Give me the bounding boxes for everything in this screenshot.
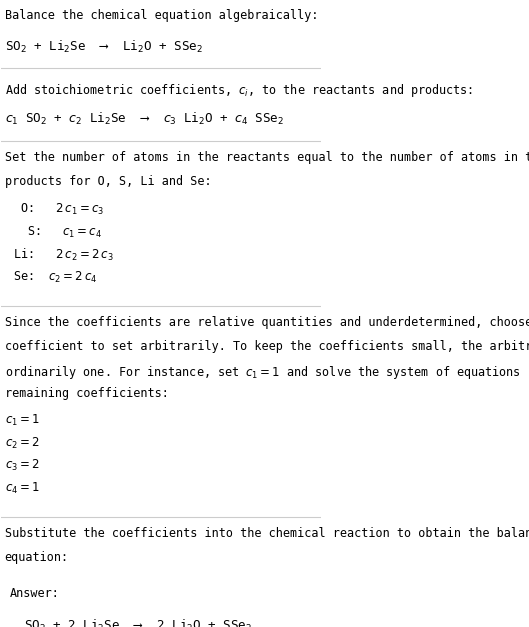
Text: SO$_2$ + 2 Li$_2$Se  ⟶  2 Li$_2$O + SSe$_2$: SO$_2$ + 2 Li$_2$Se ⟶ 2 Li$_2$O + SSe$_2…: [24, 618, 252, 627]
FancyBboxPatch shape: [2, 572, 168, 627]
Text: $c_2 = 2$: $c_2 = 2$: [5, 436, 40, 451]
Text: $c_1$ SO$_2$ + $c_2$ Li$_2$Se  ⟶  $c_3$ Li$_2$O + $c_4$ SSe$_2$: $c_1$ SO$_2$ + $c_2$ Li$_2$Se ⟶ $c_3$ Li…: [5, 111, 284, 127]
Text: $c_4 = 1$: $c_4 = 1$: [5, 481, 40, 496]
Text: Set the number of atoms in the reactants equal to the number of atoms in the: Set the number of atoms in the reactants…: [5, 151, 529, 164]
Text: $c_1 = 1$: $c_1 = 1$: [5, 413, 40, 428]
Text: Li:   $2\,c_2 = 2\,c_3$: Li: $2\,c_2 = 2\,c_3$: [13, 247, 113, 263]
Text: equation:: equation:: [5, 551, 69, 564]
Text: Add stoichiometric coefficients, $c_i$, to the reactants and products:: Add stoichiometric coefficients, $c_i$, …: [5, 82, 473, 98]
Text: Answer:: Answer:: [10, 587, 59, 600]
Text: remaining coefficients:: remaining coefficients:: [5, 387, 168, 400]
Text: Balance the chemical equation algebraically:: Balance the chemical equation algebraica…: [5, 9, 318, 23]
Text: coefficient to set arbitrarily. To keep the coefficients small, the arbitrary va: coefficient to set arbitrarily. To keep …: [5, 340, 529, 353]
Text: $c_3 = 2$: $c_3 = 2$: [5, 458, 40, 473]
Text: Substitute the coefficients into the chemical reaction to obtain the balanced: Substitute the coefficients into the che…: [5, 527, 529, 540]
Text: O:   $2\,c_1 = c_3$: O: $2\,c_1 = c_3$: [13, 203, 104, 218]
Text: Since the coefficients are relative quantities and underdetermined, choose a: Since the coefficients are relative quan…: [5, 317, 529, 329]
Text: S:   $c_1 = c_4$: S: $c_1 = c_4$: [13, 224, 102, 240]
Text: SO$_2$ + Li$_2$Se  ⟶  Li$_2$O + SSe$_2$: SO$_2$ + Li$_2$Se ⟶ Li$_2$O + SSe$_2$: [5, 39, 203, 55]
Text: products for O, S, Li and Se:: products for O, S, Li and Se:: [5, 176, 211, 189]
Text: Se:  $c_2 = 2\,c_4$: Se: $c_2 = 2\,c_4$: [13, 270, 97, 285]
Text: ordinarily one. For instance, set $c_1 = 1$ and solve the system of equations fo: ordinarily one. For instance, set $c_1 =…: [5, 364, 529, 381]
